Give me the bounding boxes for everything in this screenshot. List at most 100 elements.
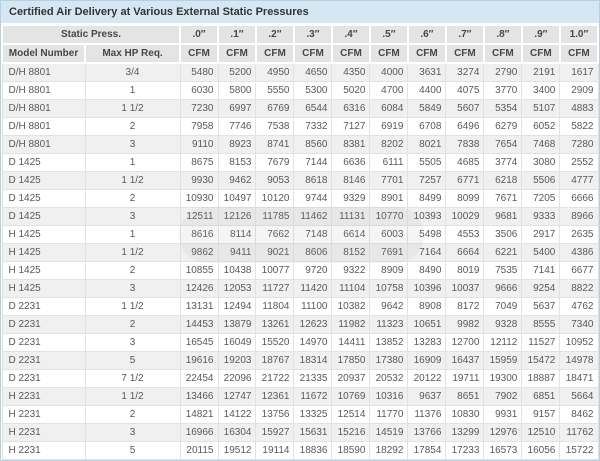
cfm-cell: 14453 [179,314,219,334]
unit-header-0: CFM [179,43,219,64]
cfm-cell: 7257 [407,170,447,190]
cfm-cell: 5107 [521,99,561,118]
static-press-header: Static Press. [1,24,182,45]
cfm-cell: 4685 [445,152,485,172]
cfm-cell: 10952 [559,332,599,352]
cfm-cell: 8490 [407,260,447,280]
max-hp-cell: 1 [84,224,181,244]
cfm-cell: 10438 [217,260,257,280]
cfm-cell: 9637 [407,386,447,406]
max-hp-cell: 1 1/2 [84,242,181,262]
cfm-cell: 5400 [521,242,561,262]
cfm-cell: 17850 [331,350,371,370]
pressure-header-8: .8″ [482,24,523,45]
unit-header-2: CFM [254,43,295,64]
cfm-cell: 10037 [445,278,485,298]
cfm-cell: 5480 [179,62,219,83]
table-row: H 2231 2 14821 14122 13756 13325 12514 11770 113… [1,404,599,424]
cfm-cell: 7679 [255,152,295,172]
cfm-cell: 15722 [559,440,599,460]
cfm-cell: 11100 [293,296,333,316]
cfm-cell: 17854 [407,440,447,460]
cfm-cell: 16545 [179,332,219,352]
table-row: D 1425 2 10930 10497 10120 9744 9329 8901 8499 80… [1,188,599,208]
cfm-cell: 20115 [179,440,219,460]
cfm-cell: 10393 [407,206,447,226]
cfm-cell: 7654 [483,134,523,154]
cfm-cell: 12126 [217,206,257,226]
cfm-cell: 7164 [407,242,447,262]
cfm-cell: 9930 [179,170,219,190]
table-row: H 2231 3 16966 16304 15927 15631 15216 14519 137… [1,422,599,442]
cfm-cell: 2917 [521,224,561,244]
cfm-cell: 8901 [369,188,409,208]
cfm-cell: 5498 [407,224,447,244]
cfm-cell: 5300 [293,81,333,100]
table-header: Static Press. .0″ .1″ .2″ .3″ .4″ .5″ .6″ .7″ .8… [1,24,599,64]
cfm-cell: 4883 [559,99,599,118]
cfm-cell: 7671 [483,188,523,208]
table-row: D/H 8801 2 7958 7746 7538 7332 7127 6919 6708 649… [1,116,599,136]
cfm-cell: 7340 [559,314,599,334]
table-row: D 2231 2 14453 13879 13261 12623 11982 11323 106… [1,314,599,334]
max-hp-cell: 5 [84,350,181,370]
cfm-cell: 7205 [521,188,561,208]
cfm-cell: 5849 [407,99,447,118]
cfm-cell: 7746 [217,116,257,136]
cfm-cell: 10029 [445,206,485,226]
cfm-cell: 8172 [445,296,485,316]
cfm-cell: 6030 [179,81,219,100]
cfm-cell: 5607 [445,99,485,118]
model-cell: D 1425 [1,170,86,190]
max-hp-cell: 5 [84,440,181,460]
cfm-cell: 2790 [483,62,523,83]
cfm-cell: 6708 [407,116,447,136]
max-hp-cell: 7 1/2 [84,368,181,388]
cfm-cell: 7701 [369,170,409,190]
table-row: D/H 8801 3 9110 8923 8741 8560 8381 8202 8021 783… [1,134,599,154]
cfm-cell: 10120 [255,188,295,208]
cfm-cell: 6614 [331,224,371,244]
cfm-cell: 12426 [179,278,219,298]
cfm-cell: 10077 [255,260,295,280]
cfm-cell: 3274 [445,62,485,83]
cfm-cell: 8021 [407,134,447,154]
cfm-cell: 4075 [445,81,485,100]
cfm-cell: 10930 [179,188,219,208]
unit-header-4: CFM [330,43,371,64]
cfm-cell: 12494 [217,296,257,316]
cfm-cell: 10382 [331,296,371,316]
cfm-cell: 13283 [407,332,447,352]
cfm-cell: 15959 [483,350,523,370]
cfm-cell: 7141 [521,260,561,280]
cfm-cell: 10855 [179,260,219,280]
cfm-cell: 12112 [483,332,523,352]
cfm-cell: 10758 [369,278,409,298]
cfm-cell: 9931 [483,404,523,424]
cfm-cell: 13879 [217,314,257,334]
model-cell: D/H 8801 [1,62,86,83]
cfm-cell: 5822 [559,116,599,136]
model-cell: D/H 8801 [1,81,86,100]
cfm-cell: 6636 [331,152,371,172]
model-cell: D 2231 [1,368,86,388]
cfm-cell: 14122 [217,404,257,424]
cfm-cell: 19300 [483,368,523,388]
cfm-cell: 19114 [255,440,295,460]
cfm-cell: 7902 [483,386,523,406]
max-hp-cell: 2 [84,188,181,208]
cfm-cell: 11323 [369,314,409,334]
cfm-cell: 10396 [407,278,447,298]
cfm-cell: 8651 [445,386,485,406]
cfm-cell: 14821 [179,404,219,424]
cfm-cell: 6919 [369,116,409,136]
model-cell: H 1425 [1,260,86,280]
unit-header-10: CFM [558,43,599,64]
cfm-cell: 6279 [483,116,523,136]
cfm-cell: 10830 [445,404,485,424]
max-hp-cell: 1 [84,81,181,100]
cfm-cell: 18471 [559,368,599,388]
cfm-cell: 6851 [521,386,561,406]
model-cell: H 2231 [1,404,86,424]
cfm-cell: 9322 [331,260,371,280]
